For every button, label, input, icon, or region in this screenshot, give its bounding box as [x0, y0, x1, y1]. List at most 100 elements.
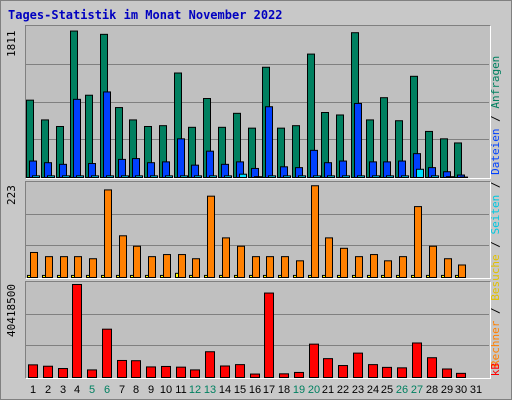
bar-rechner: [105, 190, 112, 278]
bar-dateien: [355, 103, 362, 177]
bar-rechner: [31, 252, 38, 277]
bar-dateien: [384, 162, 391, 178]
bar-rechner: [400, 257, 407, 278]
legend-sep-4: /: [489, 301, 502, 321]
bar-kb: [118, 360, 127, 377]
bar-kb: [29, 365, 38, 378]
bar-rechner: [459, 265, 466, 278]
day-label-14: 14: [219, 384, 231, 396]
legend-seiten: Seiten: [489, 195, 502, 235]
bar-kb: [443, 369, 452, 378]
bar-seiten: [181, 176, 188, 178]
bar-kb: [383, 367, 392, 377]
day-label-16: 16: [249, 384, 261, 396]
bar-kb: [280, 374, 289, 378]
bar-seiten: [328, 176, 335, 178]
bar-rechner: [238, 246, 245, 277]
bar-seiten: [151, 176, 158, 178]
legend-sep-2: /: [489, 175, 502, 195]
bar-dateien: [325, 163, 332, 178]
legend-sep-3: /: [489, 235, 502, 255]
day-label-27: 27: [411, 384, 423, 396]
bar-rechner: [371, 255, 378, 278]
bar-seiten: [314, 176, 321, 178]
bar-seiten: [33, 176, 40, 178]
bar-kb: [324, 359, 333, 378]
bar-seiten: [269, 176, 276, 178]
bar-kb: [398, 368, 407, 378]
legend-besuche: Besuche: [489, 254, 502, 300]
bar-kb: [339, 366, 348, 378]
day-label-5: 5: [89, 384, 95, 396]
day-label-2: 2: [45, 384, 51, 396]
day-label-10: 10: [160, 384, 172, 396]
bar-seiten: [299, 176, 306, 178]
day-label-29: 29: [441, 384, 453, 396]
bar-rechner: [223, 238, 230, 278]
bar-seiten: [92, 176, 99, 178]
bar-kb: [59, 369, 68, 378]
bar-rechner: [193, 259, 200, 278]
bar-rechner: [267, 257, 274, 278]
day-label-6: 6: [104, 384, 110, 396]
bar-seiten: [240, 174, 247, 177]
bar-kb: [369, 365, 378, 378]
day-label-11: 11: [175, 384, 186, 396]
bar-seiten: [358, 176, 365, 178]
bar-kb: [428, 358, 437, 378]
bar-kb: [251, 374, 260, 377]
bar-rechner: [445, 259, 452, 278]
day-label-13: 13: [204, 384, 216, 396]
bar-kb: [206, 352, 215, 378]
bar-rechner: [134, 246, 141, 277]
bar-seiten: [122, 176, 129, 178]
bar-kb: [103, 329, 112, 377]
day-label-22: 22: [337, 384, 349, 396]
bar-dateien: [119, 159, 126, 177]
bar-kb: [162, 366, 171, 377]
bar-seiten: [447, 177, 454, 178]
bar-rechner: [149, 257, 156, 278]
bar-seiten: [48, 176, 55, 178]
bar-kb: [413, 343, 422, 378]
day-label-23: 23: [352, 384, 364, 396]
legend-dateien: Dateien: [489, 129, 502, 175]
day-label-28: 28: [426, 384, 438, 396]
bar-rechner: [297, 261, 304, 278]
bar-dateien: [207, 151, 214, 177]
bar-rechner: [341, 248, 348, 277]
bar-seiten: [210, 176, 217, 178]
bar-dateien: [311, 150, 318, 177]
day-label-18: 18: [278, 384, 290, 396]
bar-dateien: [252, 168, 259, 177]
bar-rechner: [179, 255, 186, 278]
bar-kb: [44, 366, 53, 377]
bar-seiten: [417, 169, 424, 177]
bar-seiten: [195, 176, 202, 178]
bar-rechner: [312, 186, 319, 278]
day-label-30: 30: [455, 384, 467, 396]
bar-kb: [177, 367, 186, 377]
bar-seiten: [432, 176, 439, 178]
day-label-20: 20: [308, 384, 320, 396]
day-label-12: 12: [189, 384, 201, 396]
bar-dateien: [30, 161, 37, 177]
bar-dateien: [178, 139, 185, 178]
bar-rechner: [208, 196, 215, 277]
bar-dateien: [133, 159, 140, 178]
bar-kb: [354, 353, 363, 377]
bar-kb: [457, 373, 466, 377]
bar-rechner: [120, 236, 127, 278]
day-label-7: 7: [119, 384, 125, 396]
day-label-9: 9: [148, 384, 154, 396]
bar-seiten: [225, 176, 232, 178]
bar-dateien: [340, 161, 347, 177]
bar-seiten: [255, 177, 262, 178]
bar-rechner: [61, 257, 68, 278]
bar-seiten: [136, 176, 143, 178]
bar-kb: [191, 370, 200, 378]
legend-vertical: Rechner / Besuche / Seiten / Dateien / A…: [489, 27, 503, 367]
bar-dateien: [148, 163, 155, 178]
